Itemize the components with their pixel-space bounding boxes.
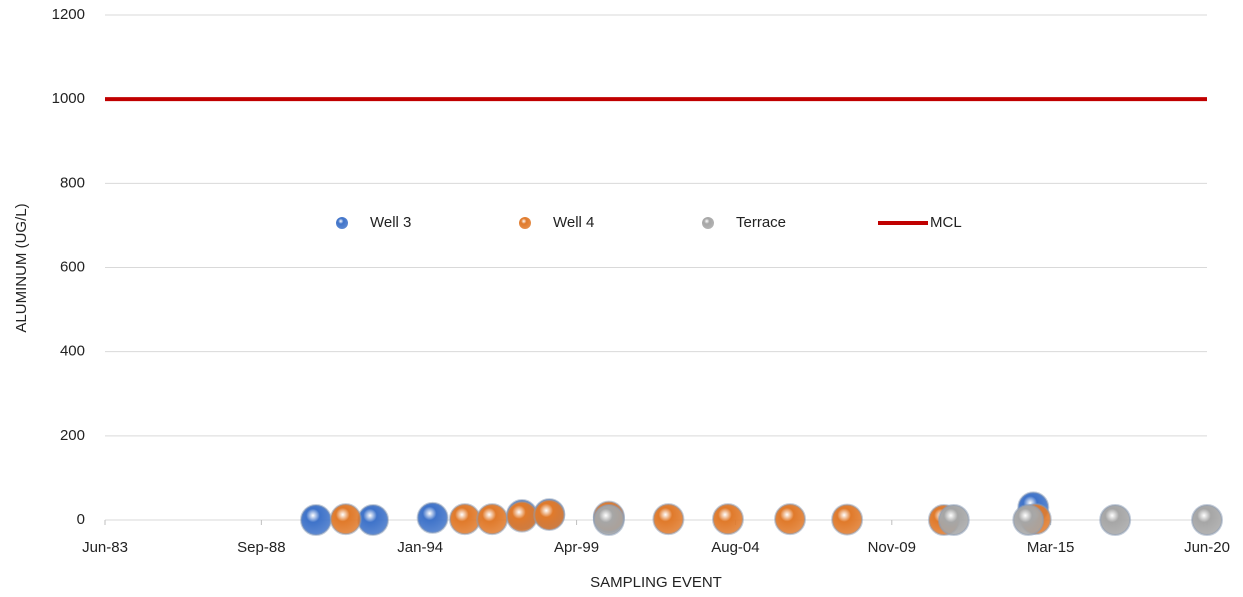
x-axis-label: SAMPLING EVENT bbox=[590, 574, 722, 591]
legend-marker bbox=[519, 217, 531, 229]
point bbox=[831, 503, 864, 536]
legend-label: MCL bbox=[930, 214, 962, 231]
point bbox=[533, 498, 566, 531]
x-tick-label: Aug-04 bbox=[711, 539, 759, 556]
point bbox=[1099, 504, 1132, 536]
point bbox=[1012, 504, 1045, 536]
legend-label: Well 4 bbox=[553, 214, 594, 231]
point bbox=[329, 503, 362, 536]
point bbox=[592, 504, 625, 536]
point bbox=[1191, 504, 1223, 536]
y-axis-label: ALUMINUM (UG/L) bbox=[13, 203, 30, 332]
x-tick-label: Jun-20 bbox=[1184, 539, 1230, 556]
point bbox=[299, 504, 332, 536]
x-tick-label: Sep-88 bbox=[237, 539, 285, 556]
point bbox=[476, 503, 509, 536]
point bbox=[652, 503, 685, 536]
y-tick-label: 600 bbox=[60, 258, 85, 275]
x-tick-label: Jan-94 bbox=[397, 539, 443, 556]
y-tick-label: 1000 bbox=[52, 90, 85, 107]
point bbox=[937, 504, 970, 536]
y-tick-label: 1200 bbox=[52, 6, 85, 23]
point bbox=[416, 501, 449, 534]
point bbox=[711, 503, 744, 536]
point bbox=[448, 503, 481, 536]
point bbox=[774, 503, 807, 536]
y-tick-label: 800 bbox=[60, 174, 85, 191]
point bbox=[357, 504, 390, 536]
x-tick-label: Nov-09 bbox=[868, 539, 916, 556]
legend-marker bbox=[702, 217, 714, 229]
y-tick-label: 400 bbox=[60, 343, 85, 360]
x-tick-label: Mar-15 bbox=[1027, 539, 1075, 556]
legend-marker bbox=[336, 217, 348, 229]
x-tick-label: Jun-83 bbox=[82, 539, 128, 556]
x-tick-label: Apr-99 bbox=[554, 539, 599, 556]
y-tick-label: 0 bbox=[77, 511, 85, 528]
legend-label: Well 3 bbox=[370, 214, 411, 231]
legend-label: Terrace bbox=[736, 214, 786, 231]
point bbox=[505, 500, 538, 533]
y-tick-label: 200 bbox=[60, 427, 85, 444]
